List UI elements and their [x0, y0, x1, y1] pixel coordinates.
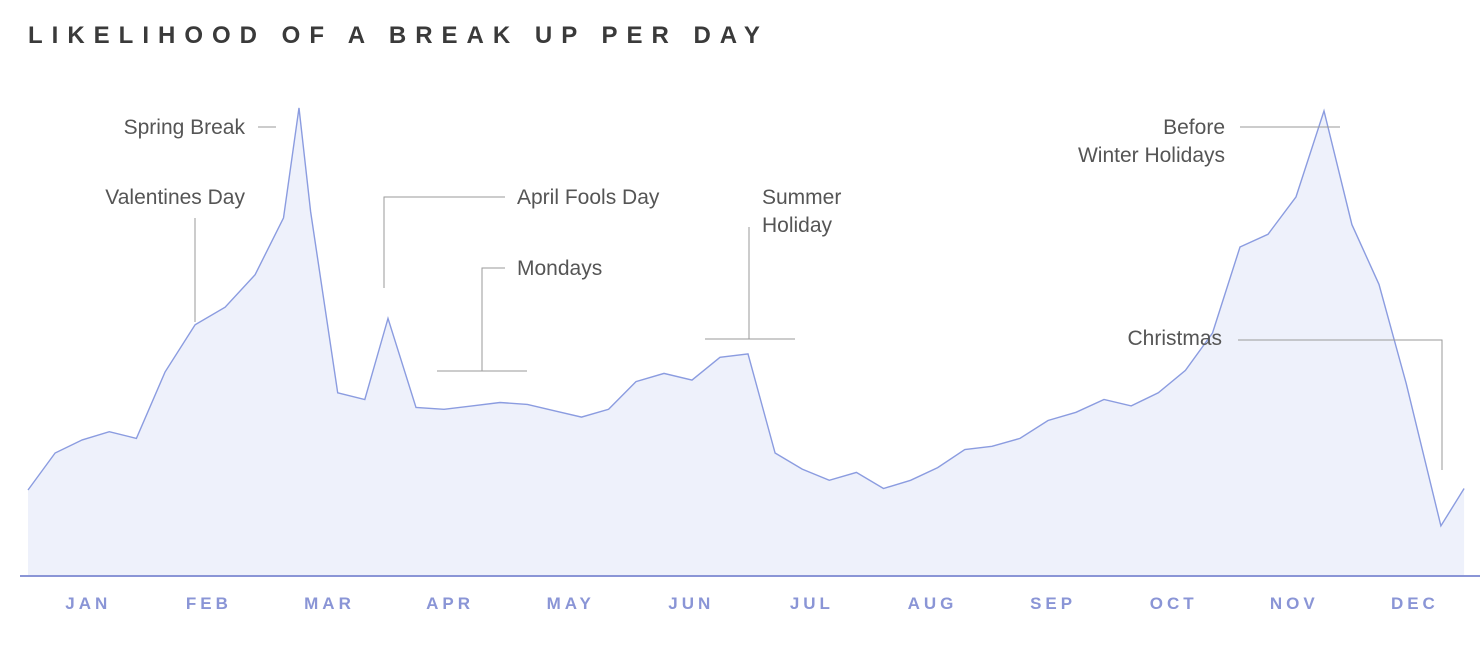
x-tick-label-oct: OCT: [1150, 594, 1198, 613]
leader-summer-holiday: [705, 227, 795, 340]
x-tick-label-mar: MAR: [304, 594, 355, 613]
x-tick-label-jan: JAN: [65, 594, 111, 613]
annotation-summer: Summer: [762, 186, 841, 209]
annotation-holiday: Holiday: [762, 214, 833, 237]
annotation-spring-break: Spring Break: [124, 116, 246, 139]
series-area: [28, 107, 1465, 577]
x-tick-label-dec: DEC: [1391, 594, 1439, 613]
x-tick-label-feb: FEB: [186, 594, 232, 613]
x-tick-label-nov: NOV: [1270, 594, 1319, 613]
x-axis-tick-labels: JAN FEB MAR APR MAY JUN JUL AUG SEP OCT NOV DEC: [65, 594, 1439, 613]
chart-title: LIKELIHOOD OF A BREAK UP PER DAY: [28, 22, 769, 49]
x-tick-label-jun: JUN: [668, 594, 714, 613]
series-line: [27, 107, 1465, 528]
annotations: Spring Break Valentines Day April Fools …: [105, 116, 1443, 470]
x-tick-label-apr: APR: [426, 594, 474, 613]
leader-april-fools: [383, 196, 505, 288]
annotation-valentines: Valentines Day: [105, 186, 245, 209]
x-tick-label-jul: JUL: [790, 594, 834, 613]
x-tick-label-may: MAY: [547, 594, 595, 613]
annotation-christmas: Christmas: [1127, 327, 1222, 350]
annotation-mondays: Mondays: [517, 257, 602, 280]
annotation-april-fools: April Fools Day: [517, 186, 660, 209]
annotation-before: Before: [1163, 116, 1225, 139]
x-tick-label-sep: SEP: [1030, 594, 1076, 613]
leader-mondays: [437, 267, 527, 372]
leader-christmas: [1238, 339, 1443, 470]
x-tick-label-aug: AUG: [908, 594, 958, 613]
annotation-winter-holidays: Winter Holidays: [1078, 144, 1225, 167]
